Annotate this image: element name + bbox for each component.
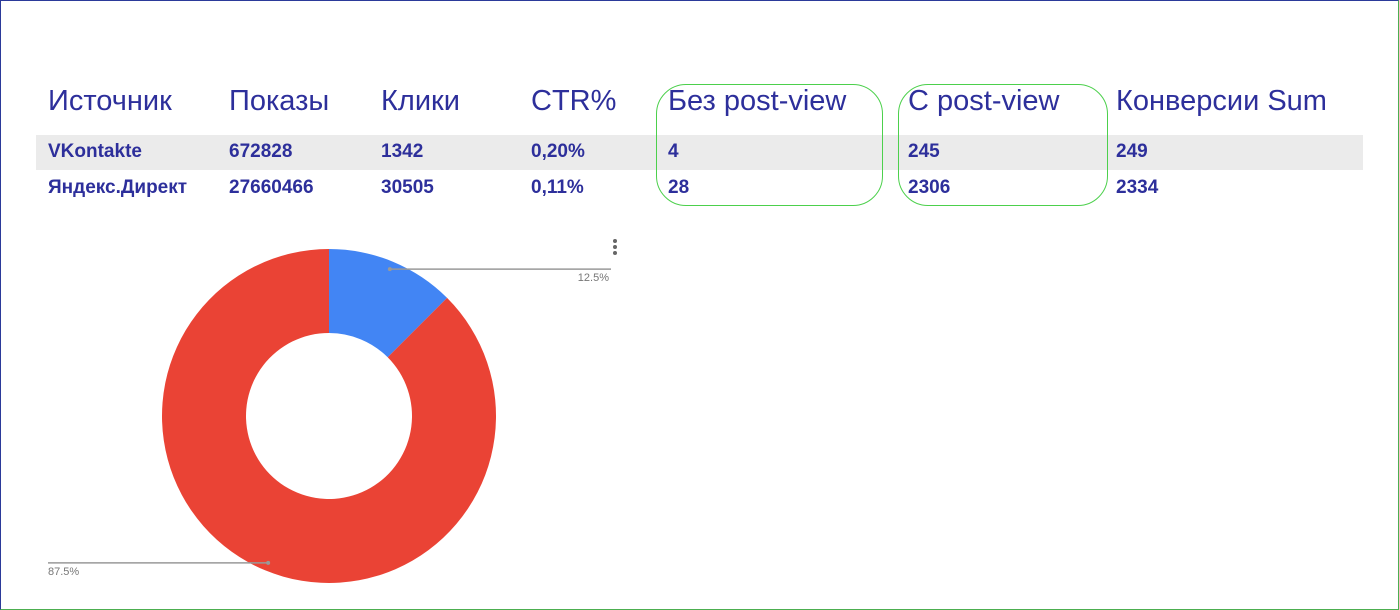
column-outline [656, 84, 883, 206]
header-cell: Показы [229, 85, 330, 117]
table-cell: 1342 [381, 141, 424, 162]
column-outline [898, 84, 1108, 206]
donut-slice [161, 249, 496, 584]
leader-dot [387, 267, 392, 272]
table-cell: Яндекс.Директ [48, 177, 188, 198]
table-cell: 30505 [381, 177, 434, 198]
slice-label: 87.5% [48, 566, 79, 578]
table-cell: VKontakte [48, 141, 142, 162]
header-cell: Клики [381, 85, 460, 117]
header-cell: Источник [48, 85, 172, 117]
row-highlight [36, 135, 1363, 170]
table-cell: 672828 [229, 141, 293, 162]
header-cell: CTR% [531, 85, 617, 117]
table-cell: 0,11% [531, 177, 584, 198]
table-cell: 249 [1116, 141, 1148, 162]
menu-dot[interactable] [613, 239, 617, 243]
table-cell: 28 [668, 177, 690, 198]
table-cell: 27660466 [229, 177, 314, 198]
leader-dot [266, 560, 271, 565]
donut-slice [329, 249, 448, 358]
menu-dot[interactable] [613, 245, 617, 249]
header-cell: С post-view [908, 85, 1060, 117]
header-cell: Без post-view [668, 85, 847, 117]
table-cell: 2306 [908, 177, 951, 198]
menu-dot[interactable] [613, 251, 617, 255]
table-cell: 2334 [1116, 177, 1159, 198]
table-cell: 245 [908, 141, 940, 162]
table-cell: 0,20% [531, 141, 585, 162]
header-cell: Конверсии Sum [1116, 85, 1327, 117]
slice-label: 12.5% [578, 272, 609, 284]
table-cell: 4 [668, 141, 679, 162]
